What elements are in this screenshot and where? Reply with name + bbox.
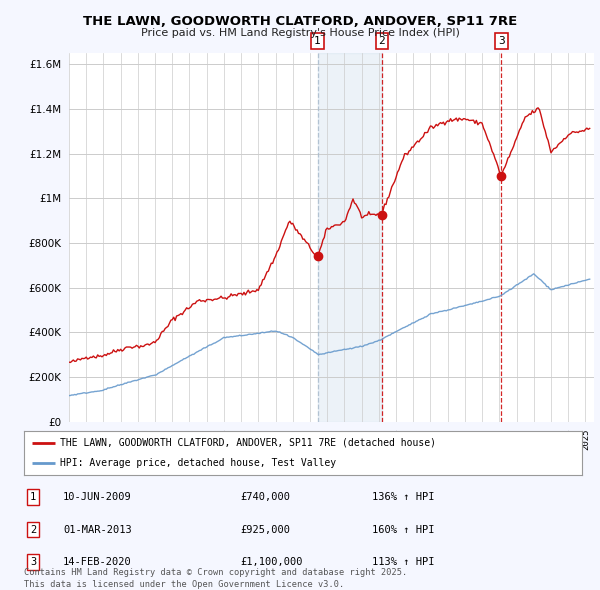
- Text: £925,000: £925,000: [240, 525, 290, 535]
- Text: £1,100,000: £1,100,000: [240, 557, 302, 567]
- Text: Contains HM Land Registry data © Crown copyright and database right 2025.: Contains HM Land Registry data © Crown c…: [24, 568, 407, 577]
- Text: THE LAWN, GOODWORTH CLATFORD, ANDOVER, SP11 7RE: THE LAWN, GOODWORTH CLATFORD, ANDOVER, S…: [83, 15, 517, 28]
- Text: 2: 2: [379, 36, 385, 46]
- Text: 113% ↑ HPI: 113% ↑ HPI: [372, 557, 434, 567]
- Text: £740,000: £740,000: [240, 492, 290, 502]
- Text: 2: 2: [30, 525, 36, 535]
- Text: Price paid vs. HM Land Registry's House Price Index (HPI): Price paid vs. HM Land Registry's House …: [140, 28, 460, 38]
- Text: 1: 1: [314, 36, 321, 46]
- Text: HPI: Average price, detached house, Test Valley: HPI: Average price, detached house, Test…: [60, 458, 337, 468]
- Text: 3: 3: [498, 36, 505, 46]
- Text: 136% ↑ HPI: 136% ↑ HPI: [372, 492, 434, 502]
- Text: 1: 1: [30, 492, 36, 502]
- Text: THE LAWN, GOODWORTH CLATFORD, ANDOVER, SP11 7RE (detached house): THE LAWN, GOODWORTH CLATFORD, ANDOVER, S…: [60, 438, 436, 448]
- Text: 10-JUN-2009: 10-JUN-2009: [63, 492, 132, 502]
- Text: 3: 3: [30, 557, 36, 567]
- Text: 01-MAR-2013: 01-MAR-2013: [63, 525, 132, 535]
- Text: 14-FEB-2020: 14-FEB-2020: [63, 557, 132, 567]
- Bar: [317, 53, 382, 422]
- Text: 160% ↑ HPI: 160% ↑ HPI: [372, 525, 434, 535]
- Text: This data is licensed under the Open Government Licence v3.0.: This data is licensed under the Open Gov…: [24, 580, 344, 589]
